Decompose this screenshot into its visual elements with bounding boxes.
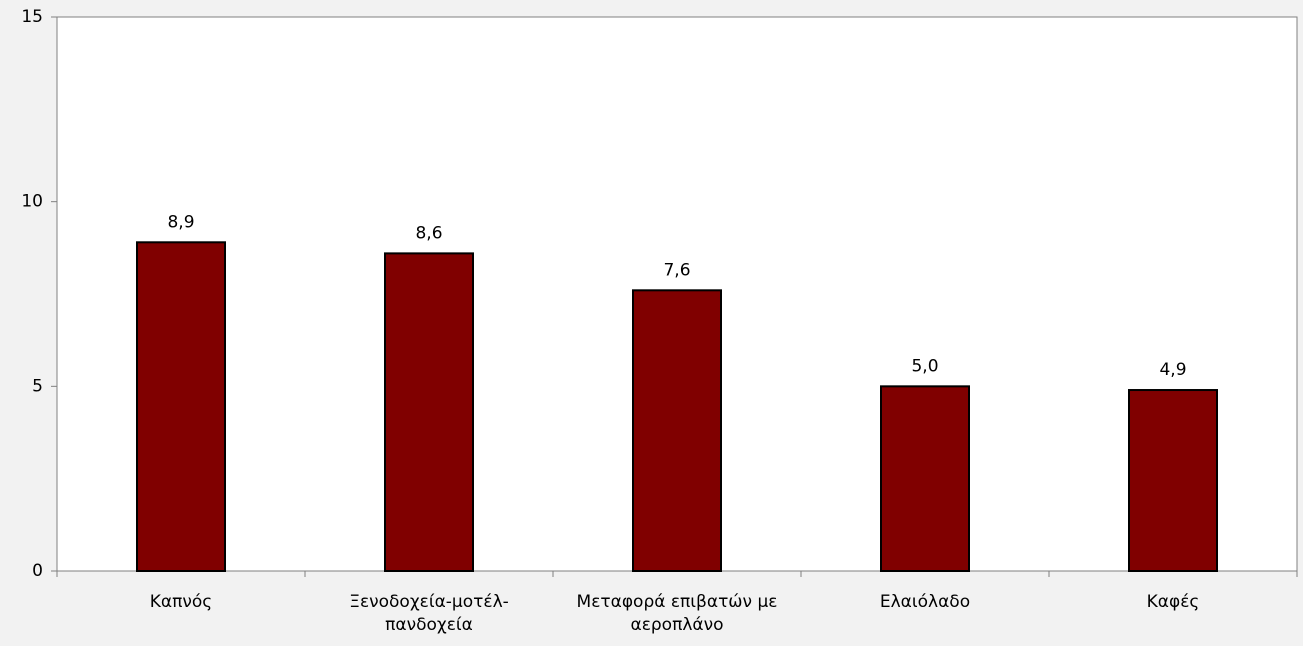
bar — [632, 289, 722, 572]
y-tick-label: 5 — [32, 376, 43, 396]
value-label: 8,6 — [415, 223, 442, 243]
y-tick-label: 10 — [21, 192, 43, 212]
value-label: 4,9 — [1159, 360, 1186, 380]
bar — [880, 385, 970, 573]
y-tick-label: 15 — [21, 7, 43, 27]
value-label: 8,9 — [167, 212, 194, 232]
x-tick-label: Καπνός — [149, 592, 213, 612]
x-tick-label: Μεταφορά επιβατών με αεροπλάνο — [576, 592, 778, 635]
value-label: 5,0 — [911, 356, 938, 376]
bar — [1128, 389, 1218, 572]
x-tick-label: Καφές — [1146, 592, 1200, 612]
x-tick-label: Ξενοδοχεία-μοτέλ-πανδοχεία — [349, 592, 509, 635]
value-label: 7,6 — [663, 260, 690, 280]
x-tick-label: Ελαιόλαδο — [879, 592, 971, 612]
bar — [136, 241, 226, 572]
y-tick-label: 0 — [32, 561, 43, 581]
bar — [384, 252, 474, 573]
